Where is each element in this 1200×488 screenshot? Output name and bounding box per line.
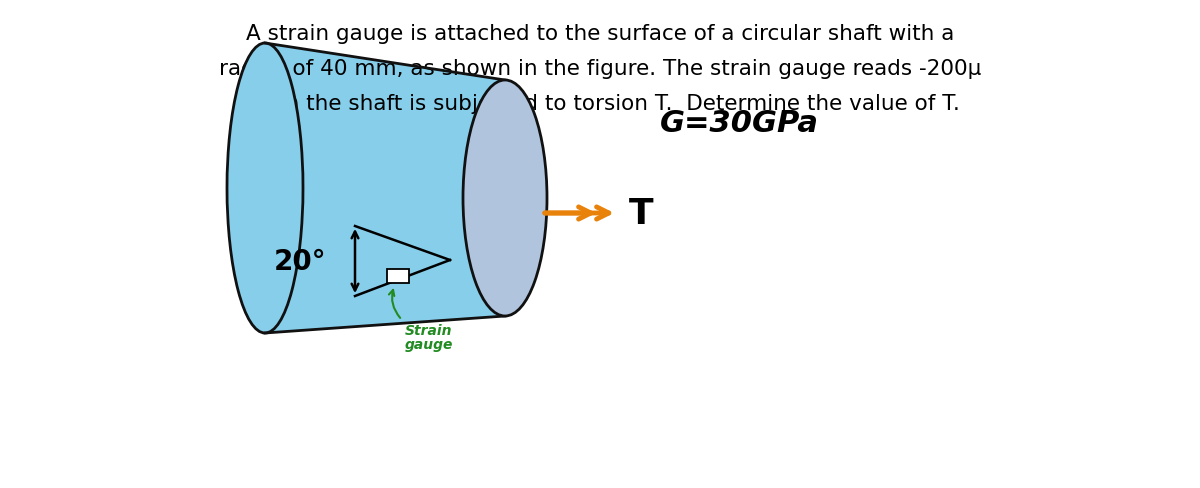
Text: Strain: Strain [406,324,452,337]
Polygon shape [265,44,505,333]
Text: G=30GPa: G=30GPa [660,109,818,138]
Text: 20°: 20° [274,247,326,275]
Polygon shape [386,269,408,284]
Text: A strain gauge is attached to the surface of a circular shaft with a: A strain gauge is attached to the surfac… [246,24,954,44]
Text: when the shaft is subjected to torsion T.  Determine the value of T.: when the shaft is subjected to torsion T… [240,94,960,114]
Text: T: T [629,197,654,230]
Text: gauge: gauge [406,337,454,351]
Text: radius of 40 mm, as shown in the figure. The strain gauge reads -200μ: radius of 40 mm, as shown in the figure.… [218,59,982,79]
Ellipse shape [463,81,547,316]
Ellipse shape [227,44,302,333]
